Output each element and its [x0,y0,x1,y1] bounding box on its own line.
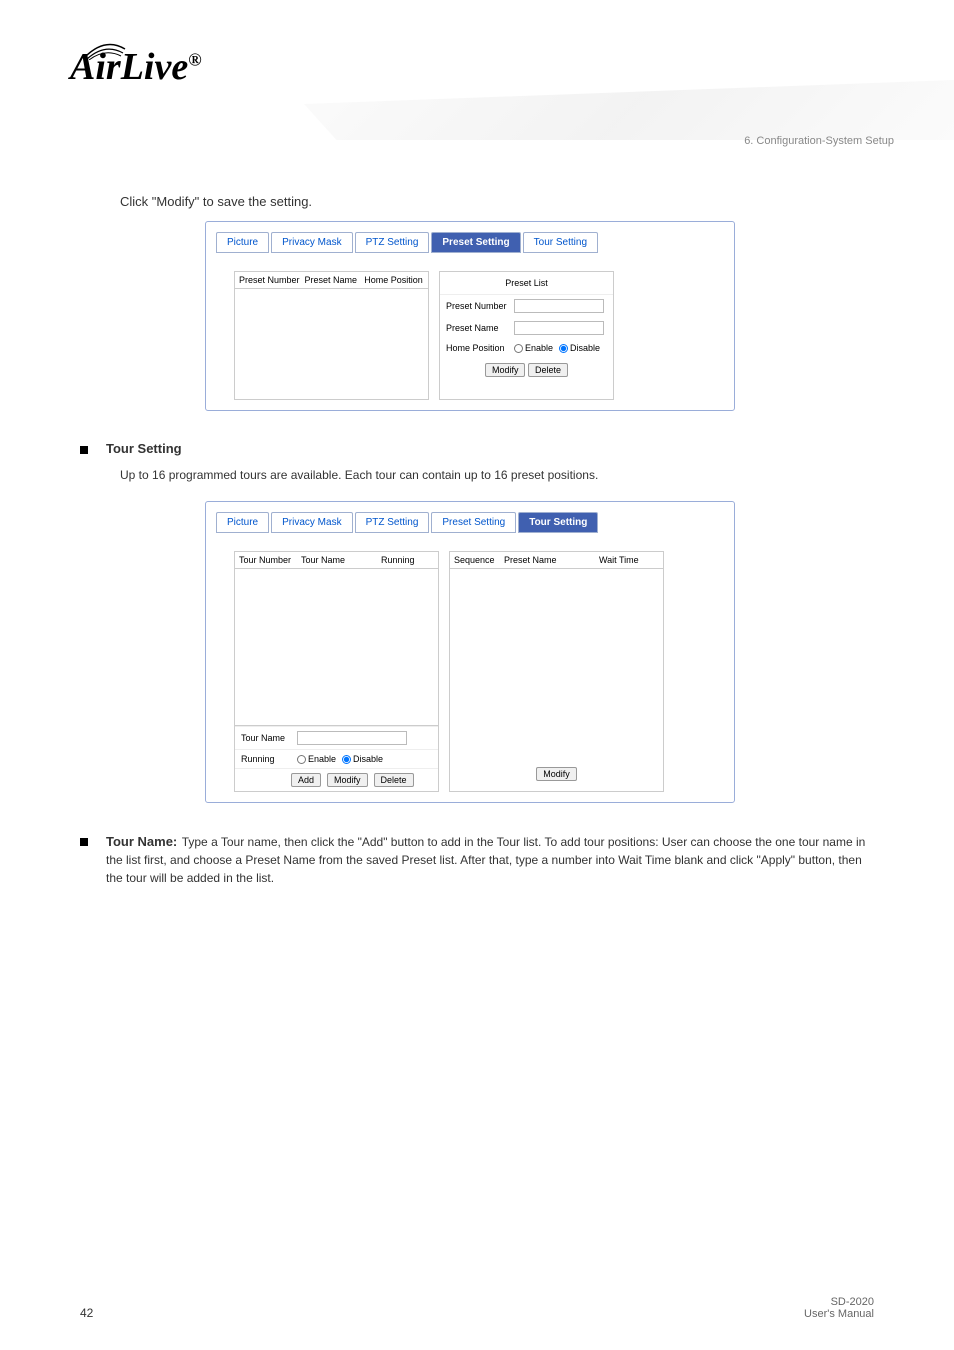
tab-tour-setting[interactable]: Tour Setting [523,232,598,253]
footer-model: SD-2020 [804,1296,874,1308]
home-disable-radio[interactable] [559,344,568,353]
tour-tab-picture[interactable]: Picture [216,512,269,533]
tour-right-modify-button[interactable]: Modify [536,767,577,781]
preset-setting-screenshot: Picture Privacy Mask PTZ Setting Preset … [205,221,735,411]
running-disable-text: Disable [353,754,383,764]
preset-col-number: Preset Number [239,275,305,285]
tour-setting-screenshot: Picture Privacy Mask PTZ Setting Preset … [205,501,735,803]
tour-modify-button[interactable]: Modify [327,773,368,787]
preset-modify-button[interactable]: Modify [485,363,526,377]
header-decoration [304,80,954,140]
preset-name-input[interactable] [514,321,604,335]
tour-tab-tour-setting[interactable]: Tour Setting [518,512,598,533]
tour-tab-ptz-setting[interactable]: PTZ Setting [355,512,430,533]
footer-page-number: 42 [80,1306,93,1320]
header-breadcrumb: 6. Configuration-System Setup [744,135,894,147]
tab-preset-setting[interactable]: Preset Setting [431,232,520,253]
tour-tab-privacy-mask[interactable]: Privacy Mask [271,512,352,533]
tour-name-description: Type a Tour name, then click the "Add" b… [106,835,865,885]
running-enable-text: Enable [308,754,336,764]
tab-ptz-setting[interactable]: PTZ Setting [355,232,430,253]
preset-list-panel: Preset List Preset Number Preset Name Ho… [439,271,614,400]
home-position-label: Home Position [446,343,508,353]
tour-name-input[interactable] [297,731,407,745]
running-enable-radio[interactable] [297,755,306,764]
preset-name-label: Preset Name [446,323,508,333]
tour-left-table: Tour Number Tour Name Running [234,551,439,726]
preset-list-title: Preset List [440,272,613,295]
footer-desc: User's Manual [804,1308,874,1320]
home-enable-radio[interactable] [514,344,523,353]
tour-tabs: Picture Privacy Mask PTZ Setting Preset … [216,512,724,533]
preset-tabs: Picture Privacy Mask PTZ Setting Preset … [216,232,724,253]
running-label: Running [241,754,291,764]
tour-right-table: Sequence Preset Name Wait Time Modify [449,551,664,792]
home-disable-text: Disable [570,343,600,353]
home-enable-text: Enable [525,343,553,353]
running-disable-radio[interactable] [342,755,351,764]
preset-delete-button[interactable]: Delete [528,363,568,377]
preset-col-name: Preset Name [305,275,365,285]
preset-number-input[interactable] [514,299,604,313]
tour-delete-button[interactable]: Delete [374,773,414,787]
preset-left-table: Preset Number Preset Name Home Position [234,271,429,400]
wait-time-col: Wait Time [599,555,654,565]
preset-col-home: Home Position [364,275,424,285]
preset-number-label: Preset Number [446,301,508,311]
tab-picture[interactable]: Picture [216,232,269,253]
tour-col-name: Tour Name [301,555,381,565]
tour-tab-preset-setting[interactable]: Preset Setting [431,512,516,533]
tour-intro-text: Up to 16 programmed tours are available.… [120,466,880,485]
tour-setting-label: Tour Setting [106,441,182,456]
brand-logo: AirLive® [70,45,202,89]
tour-add-button[interactable]: Add [291,773,321,787]
tab-privacy-mask[interactable]: Privacy Mask [271,232,352,253]
preset-name-col: Preset Name [504,555,599,565]
tour-col-running: Running [381,555,431,565]
bullet-icon [80,838,88,846]
preset-section-title: Click "Modify" to save the setting. [120,194,880,209]
bullet-icon [80,446,88,454]
tour-name-label: Tour Name [241,733,291,743]
seq-col: Sequence [454,555,504,565]
tour-name-bullet-label: Tour Name: [106,834,177,849]
tour-col-number: Tour Number [239,555,301,565]
